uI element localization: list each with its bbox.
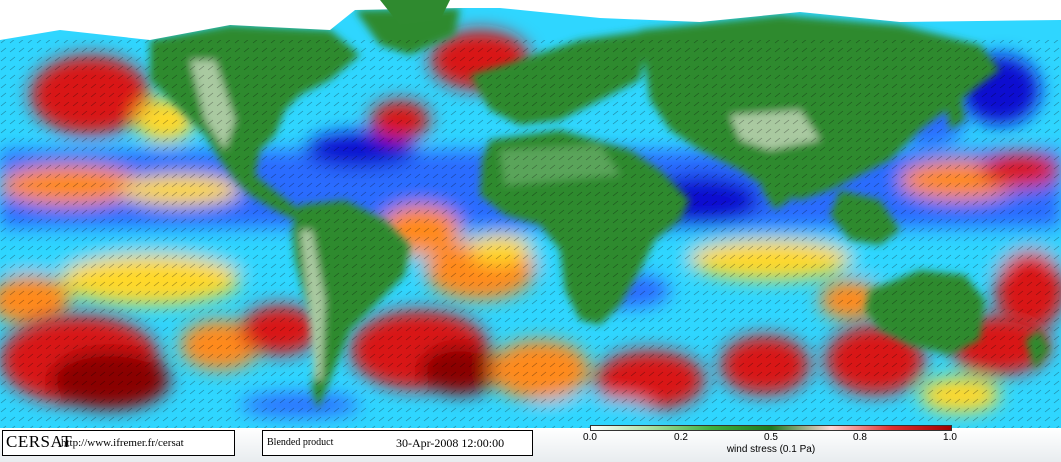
colorbar-tick-1: 0.2 [674, 432, 688, 443]
wind-vectors [0, 40, 1061, 428]
brand-url-link[interactable]: http://www.ifremer.fr/cersat [61, 437, 184, 449]
date-label: 30-Apr-2008 12:00:00 [396, 436, 505, 450]
product-label: Blended product [267, 437, 334, 448]
product-info-box: Blended product 30-Apr-2008 12:00:00 [262, 430, 533, 456]
colorbar-tick-2: 0.5 [764, 432, 778, 443]
brand-box: CERSAT http://www.ifremer.fr/cersat [2, 430, 235, 456]
colorbar-tick-0: 0.0 [583, 432, 597, 443]
colorbar-title: wind stress (0.1 Pa) [726, 444, 816, 455]
colorbar [590, 425, 952, 431]
brand-name: CERSAT [6, 432, 73, 451]
colorbar-tick-4: 1.0 [943, 432, 957, 443]
colorbar-tick-3: 0.8 [853, 432, 867, 443]
colorbar-legend: 0.0 0.2 0.5 0.8 1.0 wind stress (0.1 Pa) [583, 425, 957, 461]
